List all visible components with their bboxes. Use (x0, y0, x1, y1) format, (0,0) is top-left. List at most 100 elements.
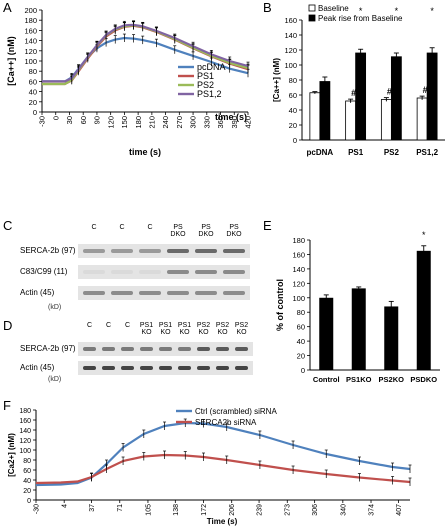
blot-band (195, 291, 217, 295)
blot-band (83, 347, 96, 351)
blot-c-lane-label: PS DKO (220, 224, 248, 238)
panel-f-x-tick-label: 273 (285, 504, 292, 516)
lane-label-line: KO (236, 329, 247, 336)
panel-f-y-tick-label: 100 (19, 448, 31, 455)
lane-label-line: PS1 (158, 322, 173, 329)
blot-strip (78, 342, 253, 356)
lane-label-line: PS (173, 224, 183, 231)
lane-label-line: PS1 (139, 322, 154, 329)
panel-a-y-tick-label: 100 (24, 57, 37, 66)
panel-a-y-tick-label: 140 (24, 37, 37, 46)
panel-e-y-tick-label: 120 (292, 279, 305, 288)
panel-a-series-line (42, 23, 249, 83)
panel-a-x-tick-label: 60 (79, 116, 88, 124)
blot-row-label: C83/C99 (11) (20, 267, 68, 276)
panel-a-y-tick-label: 40 (29, 88, 37, 97)
blot-band (140, 366, 153, 370)
blot-d: C C C PS1 KO PS1 KO PS1 KO PS2 KO PS2 KO PS2 KO SERCA-… (0, 322, 260, 392)
panel-f-legend-label: Ctrl (scrambled) siRNA (195, 407, 277, 416)
blot-strip (78, 361, 253, 375)
blot-band (139, 249, 161, 253)
blot-band (195, 249, 217, 253)
panel-a-legend-label: PS1,2 (197, 89, 222, 99)
panel-f-x-tick-label: 138 (173, 504, 180, 516)
blot-band (159, 366, 172, 370)
blot-strip (78, 286, 250, 300)
panel-a-legend-label: PS2 (197, 80, 214, 90)
panel-b-peak-mark: * (430, 6, 434, 16)
blot-c-unit: (kD) (48, 304, 62, 311)
panel-e-y-label: % of control (275, 279, 285, 331)
lane-label-line: KO (160, 329, 171, 336)
lane-label-line: PS2 (196, 322, 211, 329)
panel-b-y-tick-label: 0 (293, 136, 297, 145)
panel-e-y-tick-label: 180 (292, 236, 305, 245)
panel-a-x-tick-label: 360 (216, 116, 225, 129)
panel-f-x-label: Time (s) (207, 517, 238, 526)
blot-band (167, 249, 189, 253)
blot-band (83, 366, 96, 370)
blot-c-lane-labels: C C C PS DKO PS DKO PS DKO (80, 224, 250, 244)
blot-band (140, 347, 153, 351)
panel-a-legend-label: PS1 (197, 71, 214, 81)
panel-letter-b: B (263, 0, 272, 15)
lane-label-line: PS (229, 224, 239, 231)
panel-b-legend-swatch (308, 14, 316, 22)
panel-b-bar (355, 52, 367, 141)
panel-e-mark: * (422, 230, 426, 240)
blot-d-lane-label: PS1 KO (175, 322, 194, 336)
blot-c-lane-label: PS DKO (164, 224, 192, 238)
lane-label-line: C (119, 224, 125, 231)
blot-band (178, 347, 191, 351)
blot-strip (78, 244, 250, 258)
blot-d-row: Actin (45) (0, 361, 260, 375)
panel-b-y-tick-label: 120 (284, 46, 297, 55)
blot-d-lane-label: C (99, 322, 118, 329)
lane-label-line: PS2 (215, 322, 230, 329)
panel-b-legend-label: Peak rise from Baseline (318, 14, 403, 23)
panel-e-y-tick-label: 160 (292, 250, 305, 259)
panel-b-y-tick-label: 80 (289, 76, 297, 85)
panel-b-legend-label: Baseline (318, 4, 349, 13)
panel-e-category-label: PS2KO (379, 375, 405, 384)
blot-c-lane-label: C (80, 224, 108, 231)
panel-a-legend-label: pcDNA (197, 62, 226, 72)
lane-label-line: KO (141, 329, 152, 336)
blot-band (178, 366, 191, 370)
panel-f-y-tick-label: 120 (19, 438, 31, 445)
panel-e-category-label: PS1KO (346, 375, 372, 384)
blot-d-lane-labels: C C C PS1 KO PS1 KO PS1 KO PS2 KO PS2 KO PS2 KO (80, 322, 250, 342)
panel-e-y-tick-label: 100 (292, 294, 305, 303)
panel-a-y-tick-label: 180 (24, 16, 37, 25)
panel-f-y-tick-label: 60 (23, 468, 31, 475)
panel-b-peak-mark: * (359, 6, 363, 16)
blot-d-lane-label: PS1 KO (156, 322, 175, 336)
lane-label-line: DKO (226, 231, 242, 238)
blot-band (139, 270, 161, 274)
blot-band (195, 270, 217, 274)
panel-b-y-tick-label: 60 (289, 91, 297, 100)
panel-a-x-label: time (s) (129, 147, 161, 157)
lane-label-line: KO (217, 329, 228, 336)
panel-b-y-tick-label: 100 (284, 61, 297, 70)
panel-a-y-tick-label: 60 (29, 77, 37, 86)
panel-a-x-tick-label: 390 (230, 116, 239, 129)
panel-a-x-tick-label: 210 (147, 116, 156, 129)
blot-band (223, 270, 245, 274)
blot-d-lane-label: C (118, 322, 137, 329)
panel-a-x-tick-label: 0 (51, 116, 60, 120)
panel-letter-f: F (3, 398, 11, 413)
blot-band (216, 366, 229, 370)
blot-band (197, 347, 210, 351)
panel-e-bar (416, 250, 431, 370)
panel-a-x-tick-label: 120 (106, 116, 115, 129)
blot-d-lane-label: PS2 KO (213, 322, 232, 336)
panel-f-x-tick-label: 37 (89, 504, 96, 512)
panel-b-peak-mark: * (395, 6, 399, 16)
blot-d-lane-label: PS2 KO (232, 322, 251, 336)
panel-f-x-tick-label: 407 (396, 504, 403, 516)
panel-e-bar (351, 288, 366, 370)
blot-band (223, 291, 245, 295)
lane-label-line: KO (179, 329, 190, 336)
panel-b-bar (380, 99, 392, 141)
